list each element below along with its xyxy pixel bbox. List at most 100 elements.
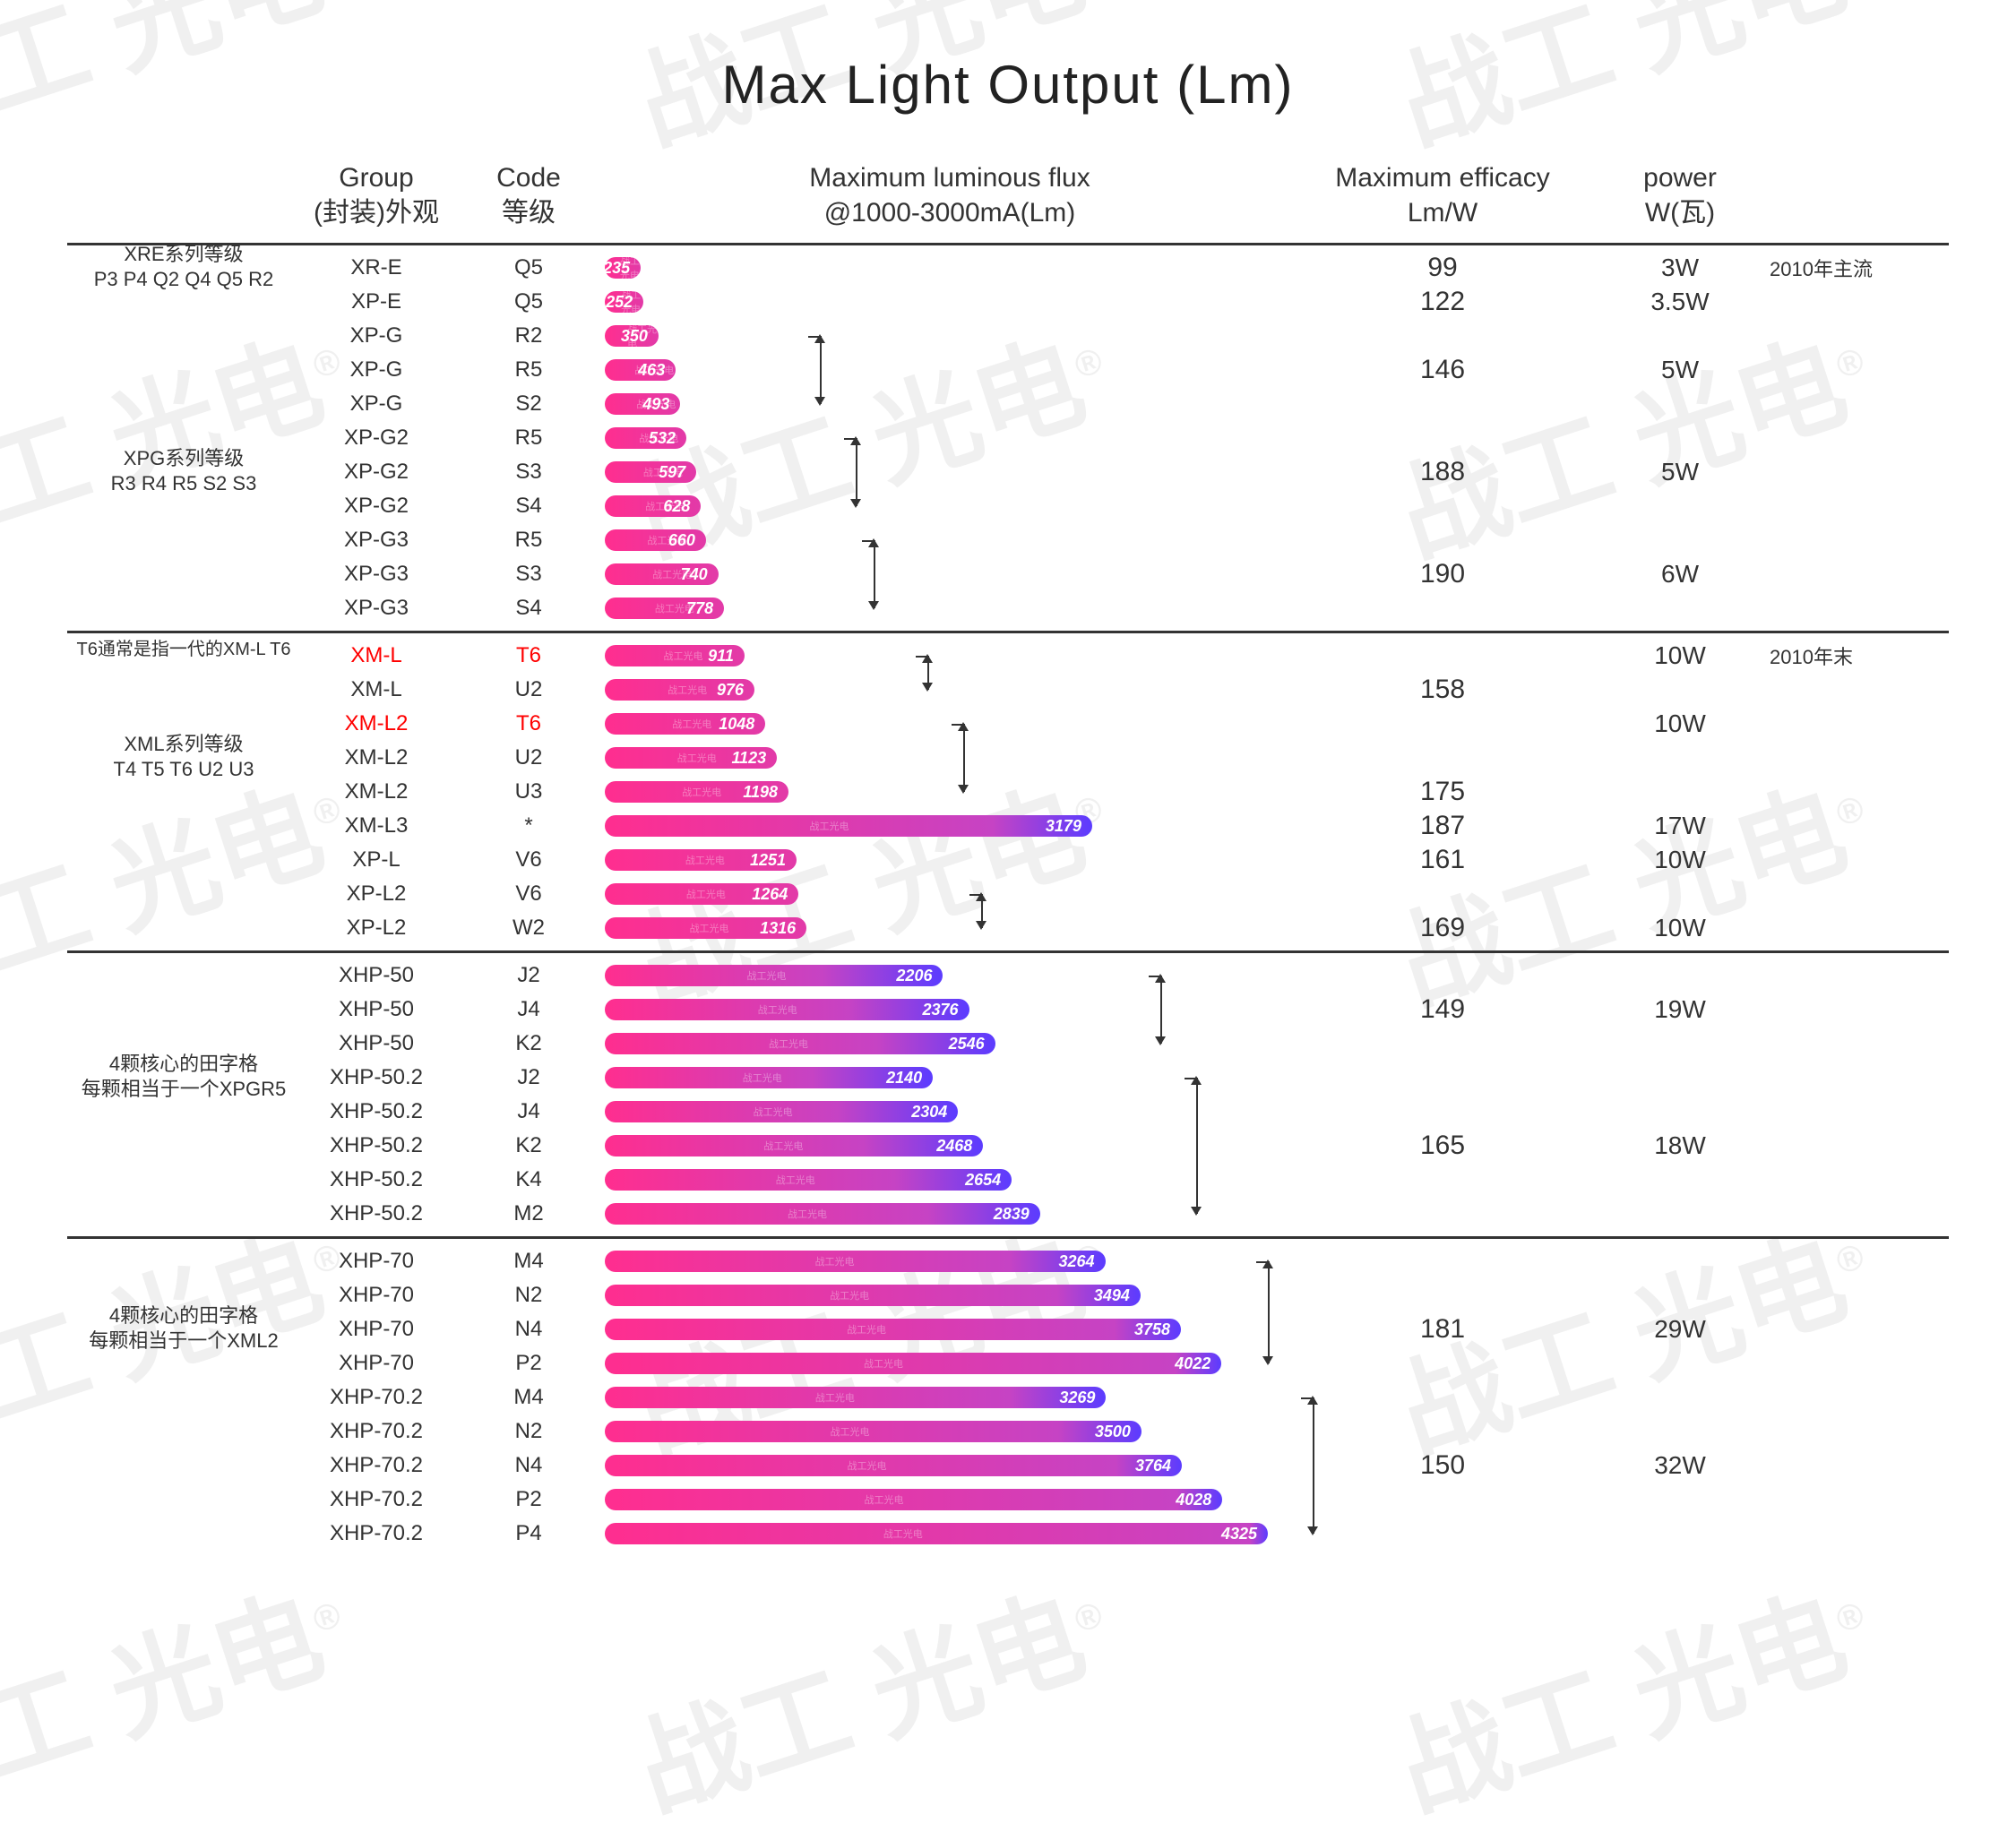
bar-value: 1048 (719, 715, 754, 734)
bar-inner-watermark: 战工光电 (690, 921, 729, 935)
group-label: XM-L2 (300, 779, 452, 804)
bar-cell: 战工光电628 (605, 489, 1295, 523)
bar-value: 1316 (760, 919, 796, 938)
bar-inner-watermark: 战工光电 (686, 887, 726, 901)
bar-value: 3500 (1095, 1423, 1131, 1441)
data-row: XHP-50.2K2战工光电246816518W (67, 1129, 1949, 1163)
bar-value: 976 (717, 681, 744, 700)
lumen-bar: 战工光电1048 (605, 713, 765, 735)
code-label: S4 (452, 494, 605, 519)
data-row: XHP-70.2P2战工光电4028 (67, 1483, 1949, 1517)
bar-cell: 战工光电2376 (605, 993, 1295, 1027)
efficacy-value: 99 (1295, 253, 1590, 283)
group-label: XHP-70.2 (300, 1521, 452, 1546)
bar-inner-watermark: 战工光电 (643, 465, 683, 479)
code-label: M4 (452, 1249, 605, 1274)
bar-value: 2468 (936, 1137, 972, 1156)
power-value: 10W (1590, 846, 1770, 874)
data-row: XM-L3*战工光电317918717W (67, 809, 1949, 843)
bar-inner-watermark: 战工光电 (883, 1526, 923, 1541)
lumen-bar: 战工光电235 (605, 257, 641, 279)
bar-value: 1251 (750, 851, 786, 870)
bar-cell: 战工光电235 (605, 251, 1295, 285)
data-row: XHP-50.2M2战工光电2839 (67, 1197, 1949, 1231)
data-row: XP-LV6战工光电125116110W (67, 843, 1949, 877)
group-label: XHP-50.2 (300, 1167, 452, 1192)
header-efficacy: Maximum efficacyLm/W (1295, 160, 1590, 230)
group-label: XP-G2 (300, 426, 452, 451)
bar-inner-watermark: 战工光电 (652, 567, 692, 581)
bar-cell: 战工光电2206 (605, 959, 1295, 993)
bar-inner-watermark: 战工光电 (847, 1458, 886, 1473)
chart-section: T6通常是指一代的XM-L T6XML系列等级T4 T5 T6 U2 U3XM-… (67, 631, 1949, 950)
power-value: 18W (1590, 1131, 1770, 1160)
data-row: XHP-70.2P4战工光电4325 (67, 1517, 1949, 1551)
code-label: J4 (452, 997, 605, 1022)
bar-cell: 战工光电2839 (605, 1197, 1295, 1231)
lumen-bar: 战工光电252 (605, 291, 643, 313)
chart-wrap: Group(封装)外观 Code等级 Maximum luminous flux… (67, 160, 1949, 1556)
bar-cell: 战工光电2654 (605, 1163, 1295, 1197)
bar-cell: 战工光电1198 (605, 775, 1295, 809)
bar-cell: 战工光电1264 (605, 877, 1295, 911)
lumen-bar: 战工光电4028 (605, 1489, 1222, 1510)
lumen-bar: 战工光电3500 (605, 1421, 1142, 1442)
power-value: 10W (1590, 914, 1770, 942)
group-label: XP-E (300, 289, 452, 314)
code-label: J2 (452, 1065, 605, 1090)
bar-inner-watermark: 战工光电 (677, 751, 717, 765)
bar-value: 2546 (949, 1035, 985, 1053)
bar-inner-watermark: 战工光电 (747, 968, 787, 983)
code-label: R5 (452, 357, 605, 383)
bar-value: 911 (708, 647, 734, 666)
data-row: XP-G2S3战工光电5971885W (67, 455, 1949, 489)
data-row: XP-GS2战工光电493 (67, 387, 1949, 421)
group-label: XP-G (300, 391, 452, 417)
data-row: XP-L2W2战工光电131616910W (67, 911, 1949, 945)
power-value: 17W (1590, 812, 1770, 840)
data-row: XR-EQ5战工光电235993W2010年主流 (67, 251, 1949, 285)
power-value: 29W (1590, 1315, 1770, 1344)
chart-section: 4颗核心的田字格每颗相当于一个XPGR5XHP-50J2战工光电2206XHP-… (67, 950, 1949, 1236)
group-label: XHP-70 (300, 1283, 452, 1308)
power-value: 3W (1590, 254, 1770, 282)
group-label: XP-G3 (300, 562, 452, 587)
group-label: XM-L2 (300, 711, 452, 736)
data-row: XHP-70M4战工光电3264 (67, 1244, 1949, 1278)
section-left-note: 4颗核心的田字格每颗相当于一个XPGR5 (67, 1052, 300, 1101)
chart-section: 4颗核心的田字格每颗相当于一个XML2XHP-70M4战工光电3264XHP-7… (67, 1236, 1949, 1556)
lumen-bar: 战工光电597 (605, 461, 696, 483)
bar-cell: 战工光电3264 (605, 1244, 1295, 1278)
code-label: K2 (452, 1133, 605, 1158)
code-label: U2 (452, 677, 605, 702)
group-label: XHP-70.2 (300, 1419, 452, 1444)
code-label: J2 (452, 963, 605, 988)
bar-cell: 战工光电3500 (605, 1414, 1295, 1449)
bar-cell: 战工光电350 (605, 319, 1295, 353)
bar-cell: 战工光电1048 (605, 707, 1295, 741)
data-row: XP-G2R5战工光电532 (67, 421, 1949, 455)
group-label: XP-G3 (300, 596, 452, 621)
bar-inner-watermark: 战工光电 (634, 363, 674, 377)
bar-value: 2376 (923, 1001, 959, 1019)
data-row: XP-G2S4战工光电628 (67, 489, 1949, 523)
data-row: XP-G3S3战工光电7401906W (67, 557, 1949, 591)
code-label: R5 (452, 426, 605, 451)
group-label: XR-E (300, 255, 452, 280)
bar-inner-watermark: 战工光电 (769, 1036, 808, 1051)
lumen-bar: 战工光电532 (605, 427, 686, 449)
lumen-bar: 战工光电2654 (605, 1169, 1012, 1191)
code-label: * (452, 813, 605, 838)
data-row: XHP-50J2战工光电2206 (67, 959, 1949, 993)
group-label: XHP-70.2 (300, 1385, 452, 1410)
bar-inner-watermark: 战工光电 (645, 499, 685, 513)
lumen-bar: 战工光电 2546 (605, 1033, 995, 1054)
code-label: S2 (452, 391, 605, 417)
bar-value: 4325 (1221, 1525, 1257, 1543)
bar-inner-watermark: 战工光电 (788, 1207, 827, 1221)
group-label: XP-L2 (300, 881, 452, 907)
group-label: XP-G2 (300, 494, 452, 519)
bar-cell: 战工光电4022 (605, 1346, 1295, 1380)
code-label: P2 (452, 1487, 605, 1512)
bar-inner-watermark: 战工光电 (620, 254, 641, 282)
